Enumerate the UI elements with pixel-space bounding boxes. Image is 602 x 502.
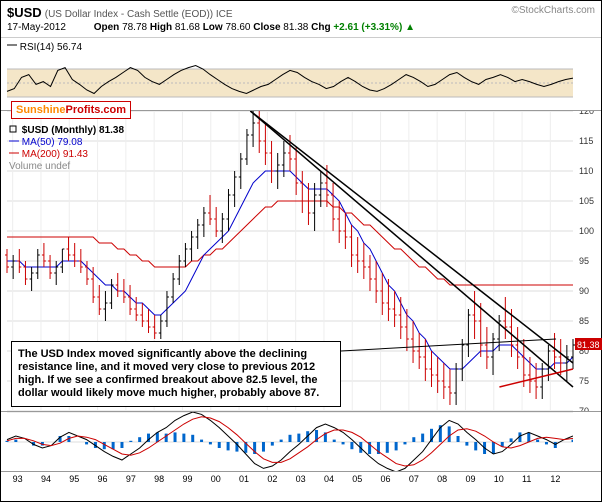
x-tick: 96 [98, 474, 108, 484]
x-tick: 94 [41, 474, 51, 484]
date: 17-May-2012 [7, 22, 66, 33]
legend-ma50: MA(50) 79.08 [9, 137, 124, 149]
svg-text:81.38: 81.38 [577, 340, 600, 350]
svg-text:115: 115 [579, 136, 593, 146]
watermark: SunshineProfits.com [11, 101, 131, 119]
x-tick: 06 [381, 474, 391, 484]
chart-header: ©StockCharts.com $USD (US Dollar Index -… [1, 1, 601, 38]
x-tick: 07 [409, 474, 419, 484]
svg-text:85: 85 [579, 316, 589, 326]
x-tick: 09 [465, 474, 475, 484]
x-tick: 11 [522, 474, 531, 484]
x-axis: 93 94 95 96 97 98 99 00 01 02 03 04 05 06 07 08 09 10 11 12 [1, 471, 601, 487]
x-tick: 98 [154, 474, 164, 484]
legend-volume: Volume undef [9, 161, 124, 173]
svg-text:100: 100 [579, 226, 594, 236]
x-tick: 99 [182, 474, 192, 484]
source-label: ©StockCharts.com [511, 5, 595, 16]
x-tick: 01 [239, 474, 249, 484]
x-tick: 95 [69, 474, 79, 484]
rsi-legend: RSI(14) 56.74 [1, 38, 601, 55]
ticker-description: (US Dollar Index - Cash Settle (EOD)) IC… [45, 9, 233, 20]
svg-text:75: 75 [579, 376, 589, 386]
legend-main: $USD (Monthly) 81.38 [9, 125, 124, 137]
svg-text:90: 90 [579, 286, 589, 296]
ticker-symbol: $USD [7, 5, 42, 20]
x-tick: 10 [494, 474, 504, 484]
x-tick: 03 [296, 474, 306, 484]
x-tick: 93 [13, 474, 23, 484]
macd-panel: -2.50.02.5 [1, 411, 601, 471]
annotation-box: The USD Index moved significantly above … [11, 341, 341, 407]
x-tick: 08 [437, 474, 447, 484]
main-legend: $USD (Monthly) 81.38 MA(50) 79.08 MA(200… [9, 125, 124, 173]
x-tick: 02 [267, 474, 277, 484]
svg-text:110: 110 [579, 166, 593, 176]
svg-text:120: 120 [579, 111, 594, 116]
x-tick: 12 [550, 474, 560, 484]
legend-ma200: MA(200) 91.43 [9, 149, 124, 161]
svg-text:105: 105 [579, 196, 594, 206]
x-tick: 04 [324, 474, 334, 484]
x-tick: 00 [211, 474, 221, 484]
x-tick: 05 [352, 474, 362, 484]
x-tick: 97 [126, 474, 136, 484]
ohlc-row: 17-May-2012 Open 78.78 High 81.68 Low 78… [7, 22, 595, 33]
svg-text:95: 95 [579, 256, 589, 266]
